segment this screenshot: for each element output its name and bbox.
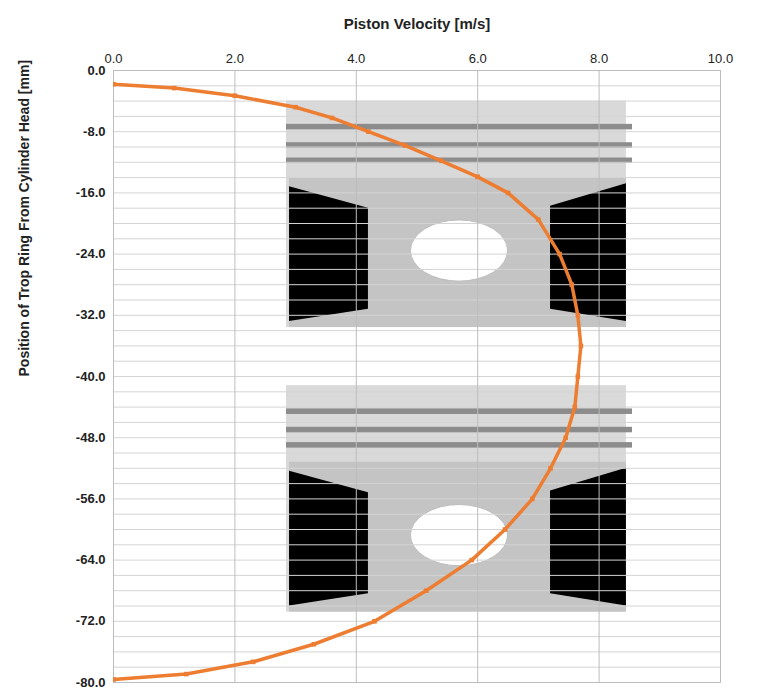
svg-text:10.0: 10.0 — [708, 51, 733, 66]
svg-text:-8.0: -8.0 — [83, 124, 105, 139]
svg-text:6.0: 6.0 — [469, 51, 487, 66]
svg-text:-56.0: -56.0 — [76, 491, 106, 506]
svg-text:-24.0: -24.0 — [76, 246, 106, 261]
svg-text:0.0: 0.0 — [104, 51, 122, 66]
svg-text:-48.0: -48.0 — [76, 430, 106, 445]
svg-text:Piston Velocity [m/s]: Piston Velocity [m/s] — [344, 15, 491, 32]
svg-text:4.0: 4.0 — [347, 51, 365, 66]
svg-text:2.0: 2.0 — [226, 51, 244, 66]
svg-text:Position of Trop Ring From Cyl: Position of Trop Ring From Cylinder Head… — [16, 60, 32, 377]
svg-text:8.0: 8.0 — [590, 51, 608, 66]
svg-text:-32.0: -32.0 — [76, 307, 106, 322]
svg-text:-40.0: -40.0 — [76, 369, 106, 384]
svg-text:-64.0: -64.0 — [76, 552, 106, 567]
svg-text:-80.0: -80.0 — [76, 675, 106, 690]
svg-text:-72.0: -72.0 — [76, 613, 106, 628]
svg-text:0.0: 0.0 — [87, 63, 105, 78]
svg-text:-16.0: -16.0 — [76, 185, 106, 200]
